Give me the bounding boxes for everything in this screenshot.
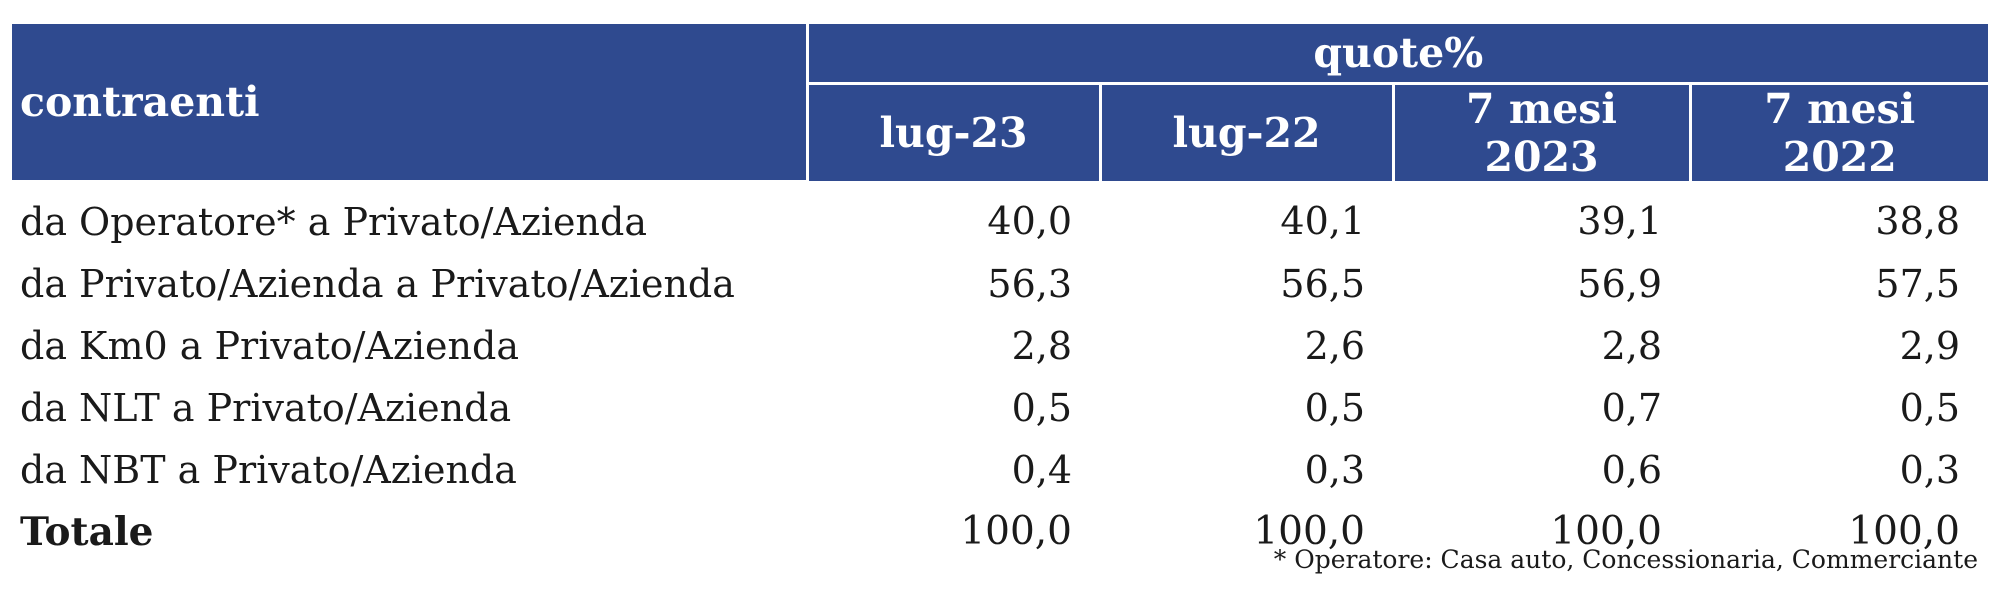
- table-cell: 40,0: [987, 198, 1072, 243]
- table-row: da Operatore* a Privato/Azienda 40,0 40,1 3…: [12, 181, 1988, 253]
- data-table: contraenti quote% lug-23 lug-22 7 mesi 2…: [12, 24, 1988, 563]
- table-cell: 0,3: [1304, 447, 1365, 492]
- column-header: 7 mesi 2023: [1391, 83, 1690, 181]
- table-cell: 40,1: [1280, 198, 1365, 243]
- table-cell: 100,0: [1848, 509, 1960, 554]
- table-cell: 38,8: [1875, 198, 1960, 243]
- row-label: da Operatore* a Privato/Azienda: [20, 199, 647, 244]
- row-label: da Km0 a Privato/Azienda: [20, 323, 519, 368]
- table-cell: 39,1: [1577, 198, 1662, 243]
- table-cell: 0,6: [1601, 447, 1662, 492]
- row-label: Totale: [20, 508, 154, 555]
- table-cell: 2,8: [1011, 323, 1072, 368]
- table-cell: 100,0: [1253, 509, 1365, 554]
- column-header: lug-22: [1098, 83, 1393, 181]
- table-cell: 2,6: [1304, 323, 1365, 368]
- table-cell: 2,9: [1899, 323, 1960, 368]
- table-cell: 0,3: [1899, 447, 1960, 492]
- footnote: * Operatore: Casa auto, Concessionaria, …: [1274, 545, 1978, 574]
- table-row: Totale 100,0 100,0 100,0 100,0: [12, 501, 1988, 563]
- row-label: da Privato/Azienda a Privato/Azienda: [20, 261, 735, 306]
- row-label-header: contraenti: [12, 24, 807, 183]
- table-cell: 2,8: [1601, 323, 1662, 368]
- column-header: 7 mesi 2022: [1688, 83, 1988, 181]
- table-header: contraenti quote% lug-23 lug-22 7 mesi 2…: [12, 24, 1988, 183]
- table-row: da NBT a Privato/Azienda 0,4 0,3 0,6 0,3: [12, 439, 1988, 501]
- contraenti-table: contraenti quote% lug-23 lug-22 7 mesi 2…: [12, 24, 1988, 563]
- table-cell: 57,5: [1875, 261, 1960, 306]
- column-header: lug-23: [805, 83, 1100, 181]
- row-label: da NLT a Privato/Azienda: [20, 385, 512, 430]
- group-header: quote%: [805, 24, 1988, 85]
- table-row: da Km0 a Privato/Azienda 2,8 2,6 2,8 2,9: [12, 315, 1988, 377]
- table-body: da Operatore* a Privato/Azienda 40,0 40,1 3…: [12, 181, 1988, 563]
- table-cell: 56,9: [1577, 261, 1662, 306]
- table-cell: 0,7: [1601, 385, 1662, 430]
- table-row: da Privato/Azienda a Privato/Azienda 56,3…: [12, 253, 1988, 315]
- row-label: da NBT a Privato/Azienda: [20, 447, 517, 492]
- table-row: da NLT a Privato/Azienda 0,5 0,5 0,7 0,5: [12, 377, 1988, 439]
- table-cell: 0,5: [1011, 385, 1072, 430]
- table-cell: 0,5: [1304, 385, 1365, 430]
- table-cell: 100,0: [1550, 509, 1662, 554]
- table-cell: 100,0: [960, 509, 1072, 554]
- table-cell: 56,5: [1280, 261, 1365, 306]
- table-cell: 0,4: [1011, 447, 1072, 492]
- footnote-text: * Operatore: Casa auto, Concessionaria, …: [1273, 545, 1978, 574]
- table-cell: 56,3: [987, 261, 1072, 306]
- table-cell: 0,5: [1899, 385, 1960, 430]
